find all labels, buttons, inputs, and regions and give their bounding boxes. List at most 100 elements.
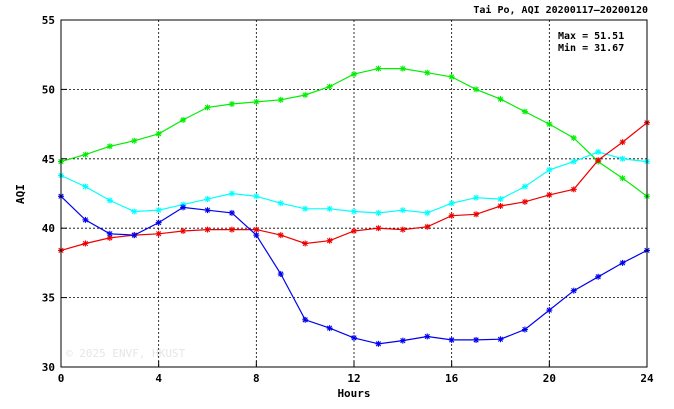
- data-point: [302, 240, 309, 247]
- data-point: [473, 211, 480, 218]
- data-point: [253, 226, 260, 233]
- data-point: [546, 307, 553, 314]
- data-point: [473, 194, 480, 201]
- data-point: [619, 139, 626, 146]
- data-point: [375, 340, 382, 347]
- data-point: [375, 65, 382, 72]
- chart-title: Tai Po, AQI 20200117–20200120: [473, 4, 648, 16]
- data-point: [253, 232, 260, 239]
- data-point: [228, 226, 235, 233]
- data-point: [302, 316, 309, 323]
- y-axis-ticks: 30 35 40 45 50 55: [42, 14, 67, 374]
- data-point: [155, 207, 162, 214]
- data-point: [521, 198, 528, 205]
- series-0: [58, 65, 650, 200]
- data-point: [570, 287, 577, 294]
- y-tick-label: 30: [42, 361, 55, 374]
- x-tick-label: 4: [155, 372, 162, 385]
- data-point: [277, 96, 284, 103]
- data-point: [228, 209, 235, 216]
- data-point: [106, 230, 113, 237]
- data-point: [521, 326, 528, 333]
- data-point: [497, 336, 504, 343]
- data-point: [351, 71, 357, 78]
- data-point: [521, 108, 528, 115]
- data-point: [253, 193, 260, 200]
- data-point: [155, 130, 162, 137]
- data-point: [106, 143, 113, 150]
- data-point: [302, 91, 309, 98]
- data-point: [595, 273, 602, 280]
- data-point: [82, 240, 89, 247]
- data-point: [570, 158, 577, 165]
- data-point: [497, 202, 504, 209]
- data-point: [375, 209, 382, 216]
- data-point: [448, 73, 455, 80]
- data-point: [131, 208, 138, 215]
- data-point: [326, 325, 333, 332]
- data-point: [448, 212, 455, 219]
- y-tick-label: 35: [42, 292, 55, 305]
- data-point: [204, 196, 211, 203]
- data-point: [326, 205, 333, 212]
- data-point: [180, 227, 187, 234]
- data-point: [619, 175, 626, 182]
- data-point: [277, 271, 284, 278]
- data-point: [399, 207, 406, 214]
- x-tick-label: 20: [543, 372, 556, 385]
- data-point: [82, 216, 89, 223]
- data-point: [326, 83, 333, 90]
- data-point: [424, 69, 431, 76]
- x-tick-label: 12: [347, 372, 360, 385]
- min-annotation: Min = 31.67: [558, 42, 624, 54]
- series-3: [58, 193, 650, 347]
- series-1: [58, 148, 650, 216]
- y-tick-label: 55: [42, 14, 55, 27]
- data-point: [448, 336, 455, 343]
- data-point: [82, 151, 89, 158]
- data-point: [521, 183, 528, 190]
- data-point: [204, 104, 211, 111]
- data-point: [180, 116, 187, 123]
- data-point: [448, 200, 455, 207]
- data-point: [351, 208, 357, 215]
- data-point: [204, 226, 211, 233]
- data-point: [595, 157, 602, 164]
- x-tick-label: 0: [58, 372, 65, 385]
- y-axis-label: AQI: [14, 184, 27, 204]
- data-point: [424, 209, 431, 216]
- data-point: [302, 205, 309, 212]
- data-point: [351, 334, 357, 341]
- data-point: [497, 196, 504, 203]
- y-tick-label: 40: [42, 222, 55, 235]
- data-point: [106, 197, 113, 204]
- data-point: [277, 232, 284, 239]
- data-point: [155, 230, 162, 237]
- max-annotation: Max = 51.51: [558, 31, 624, 42]
- x-tick-label: 24: [640, 372, 654, 385]
- data-point: [473, 336, 480, 343]
- data-point: [399, 226, 406, 233]
- y-tick-label: 50: [42, 83, 55, 96]
- data-point: [570, 186, 577, 193]
- data-point: [155, 219, 162, 226]
- data-point: [180, 204, 187, 211]
- data-point: [131, 137, 138, 144]
- data-point: [546, 121, 553, 128]
- data-point: [546, 191, 553, 198]
- data-point: [82, 183, 89, 190]
- series-group: [58, 65, 650, 347]
- data-point: [326, 237, 333, 244]
- data-point: [253, 98, 260, 105]
- data-point: [424, 223, 431, 230]
- data-point: [619, 155, 626, 162]
- data-point: [277, 200, 284, 207]
- data-point: [595, 148, 602, 155]
- data-point: [619, 259, 626, 266]
- x-tick-label: 8: [253, 372, 260, 385]
- data-point: [375, 225, 382, 232]
- x-tick-label: 16: [445, 372, 459, 385]
- series-2: [58, 119, 650, 254]
- data-point: [473, 86, 480, 93]
